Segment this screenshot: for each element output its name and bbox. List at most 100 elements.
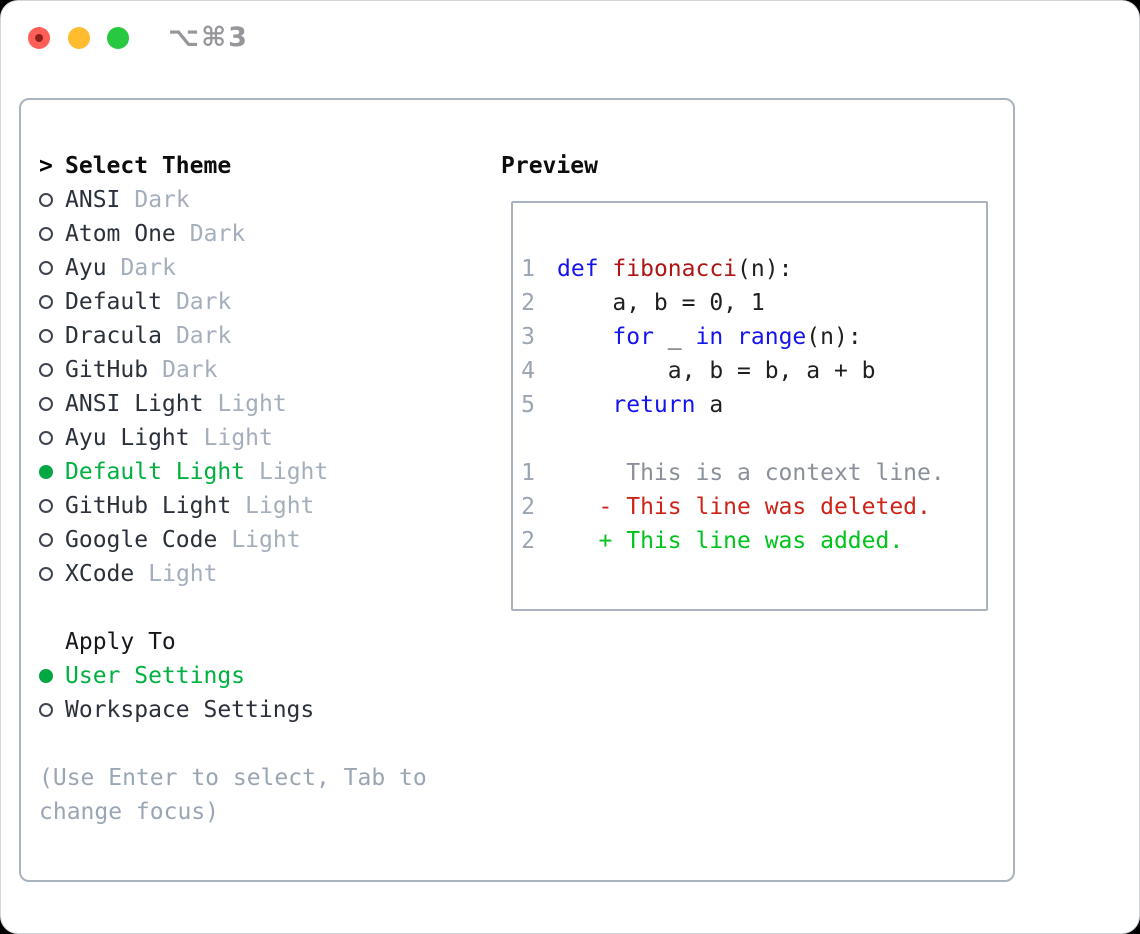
theme-option[interactable]: Ayu Dark [39,251,427,285]
radio-icon [39,465,53,479]
code-token: range [737,324,807,350]
theme-option[interactable]: GitHub Light Light [39,489,427,523]
theme-option[interactable]: Dracula Dark [39,319,427,353]
theme-variant-badge: Dark [134,187,190,213]
radio-icon [39,567,53,581]
code-token: (n): [806,324,862,350]
code-token [723,324,737,350]
titlebar: ⌥⌘3 [1,1,1139,71]
prompt-caret-icon: > [39,153,53,179]
code-line: 2 a, b = 0, 1 [513,286,986,320]
spacer [39,591,427,625]
theme-name: Ayu [65,255,107,281]
code-token: _ [653,324,696,350]
code-content: a, b = 0, 1 [557,286,765,320]
close-dot-icon [35,34,43,42]
apply-to-option-label: Workspace Settings [65,697,315,723]
theme-name: GitHub Light [65,493,232,519]
theme-option[interactable]: ANSI Light Light [39,387,427,421]
code-content: return a [557,388,723,422]
radio-icon [39,193,53,207]
radio-icon [39,261,53,275]
theme-variant-badge: Dark [175,323,232,349]
theme-variant-badge: Light [245,493,315,519]
theme-variant-badge: Light [259,459,329,485]
theme-name: Ayu Light [65,425,190,451]
apply-to-option[interactable]: User Settings [39,659,427,693]
theme-option[interactable]: ANSI Dark [39,183,427,217]
theme-option[interactable]: Default Light Light [39,455,427,489]
theme-variant-badge: Dark [162,357,218,383]
theme-option[interactable]: GitHub Dark [39,353,427,387]
code-line: 1 def fibonacci(n): [513,252,986,286]
theme-variant-badge: Dark [175,289,232,315]
radio-icon [39,431,53,445]
line-number: 2 [521,290,535,316]
radio-icon [39,397,53,411]
code-token: return [612,392,696,418]
radio-icon [39,499,53,513]
apply-to-heading-label: Apply To [65,629,176,655]
main-panel: > Select Theme ANSI Dark Atom One Dark A… [19,98,1015,882]
theme-option[interactable]: Atom One Dark [39,217,427,251]
close-button[interactable] [28,27,50,49]
theme-name: ANSI [65,187,121,213]
code-token: This is a context line. [557,460,945,486]
theme-name: Atom One [65,221,176,247]
line-number: 5 [521,392,535,418]
code-content: for _ in range(n): [557,320,862,354]
line-number: 2 [521,494,535,520]
code-content: + This line was added. [557,524,904,558]
apply-to-heading: Apply To [39,625,427,659]
code-line: 5 return a [513,388,986,422]
code-content: This is a context line. [557,456,945,490]
code-token: def [557,256,599,282]
theme-name: Default [65,289,162,315]
theme-column: > Select Theme ANSI Dark Atom One Dark A… [39,149,427,829]
theme-name: Dracula [65,323,162,349]
spacer [39,727,427,761]
hint-line-1: (Use Enter to select, Tab to [39,765,427,791]
code-token [599,256,613,282]
hint-line-2: change focus) [39,799,220,825]
line-number: 1 [521,460,535,486]
code-token: a, b = b, a + b [557,358,876,384]
code-token: - This line was deleted. [557,494,931,520]
code-token: + This line was added. [557,528,904,554]
code-token [557,392,612,418]
theme-option[interactable]: XCode Light [39,557,427,591]
select-theme-heading: > Select Theme [39,149,427,183]
code-token [557,324,612,350]
radio-icon [39,669,53,683]
theme-option[interactable]: Default Dark [39,285,427,319]
code-token: a [695,392,724,418]
code-token: a, b = 0, 1 [557,290,765,316]
theme-name: GitHub [65,357,149,383]
theme-option[interactable]: Google Code Light [39,523,427,557]
minimize-button[interactable] [68,27,90,49]
line-number: 4 [521,358,535,384]
theme-variant-badge: Dark [189,221,246,247]
code-token: in [695,324,724,350]
code-content: - This line was deleted. [557,490,931,524]
theme-option[interactable]: Ayu Light Light [39,421,427,455]
radio-icon [39,363,53,377]
code-line [513,422,986,456]
line-number: 1 [521,256,535,282]
code-content: a, b = b, a + b [557,354,876,388]
apply-to-option-label: User Settings [65,663,246,689]
preview-heading: Preview [501,153,598,179]
hint-text: (Use Enter to select, Tab to change focu… [39,761,427,829]
line-number: 2 [521,528,535,554]
maximize-button[interactable] [107,27,129,49]
theme-variant-badge: Light [203,425,273,451]
apply-to-option[interactable]: Workspace Settings [39,693,427,727]
code-line: 2 + This line was added. [513,524,986,558]
code-line: 4 a, b = b, a + b [513,354,986,388]
theme-name: Google Code [65,527,218,553]
theme-list: ANSI Dark Atom One Dark Ayu Dark Default… [39,183,427,591]
line-number: 3 [521,324,535,350]
theme-variant-badge: Light [148,561,218,587]
apply-to-list: User Settings Workspace Settings [39,659,427,727]
